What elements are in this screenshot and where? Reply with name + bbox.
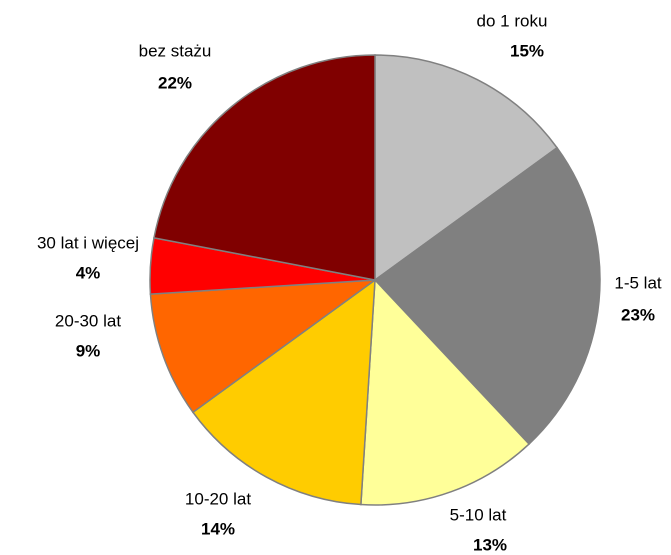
pie-slice	[374, 54, 559, 282]
slice-value-label: 14%	[201, 519, 235, 538]
slice-value-label: 13%	[473, 535, 507, 554]
pie-slice	[153, 54, 376, 281]
slice-label: bez stażu	[139, 41, 212, 60]
slice-value-label: 15%	[510, 41, 544, 60]
slice-label: do 1 roku	[477, 11, 548, 30]
pie-slice	[149, 279, 378, 414]
slice-value-label: 23%	[621, 305, 655, 324]
slice-value-label: 22%	[158, 73, 192, 92]
slice-label: 5-10 lat	[450, 505, 507, 524]
slice-value-label: 9%	[76, 341, 101, 360]
pie-slice	[360, 278, 531, 506]
pie-slice	[191, 278, 376, 506]
slice-label: 30 lat i więcej	[37, 233, 139, 252]
slice-label: 20-30 lat	[55, 311, 121, 330]
slice-label: 1-5 lat	[614, 273, 662, 292]
slice-label: 10-20 lat	[185, 489, 251, 508]
pie-slice	[373, 146, 601, 446]
slice-value-label: 4%	[76, 263, 101, 282]
